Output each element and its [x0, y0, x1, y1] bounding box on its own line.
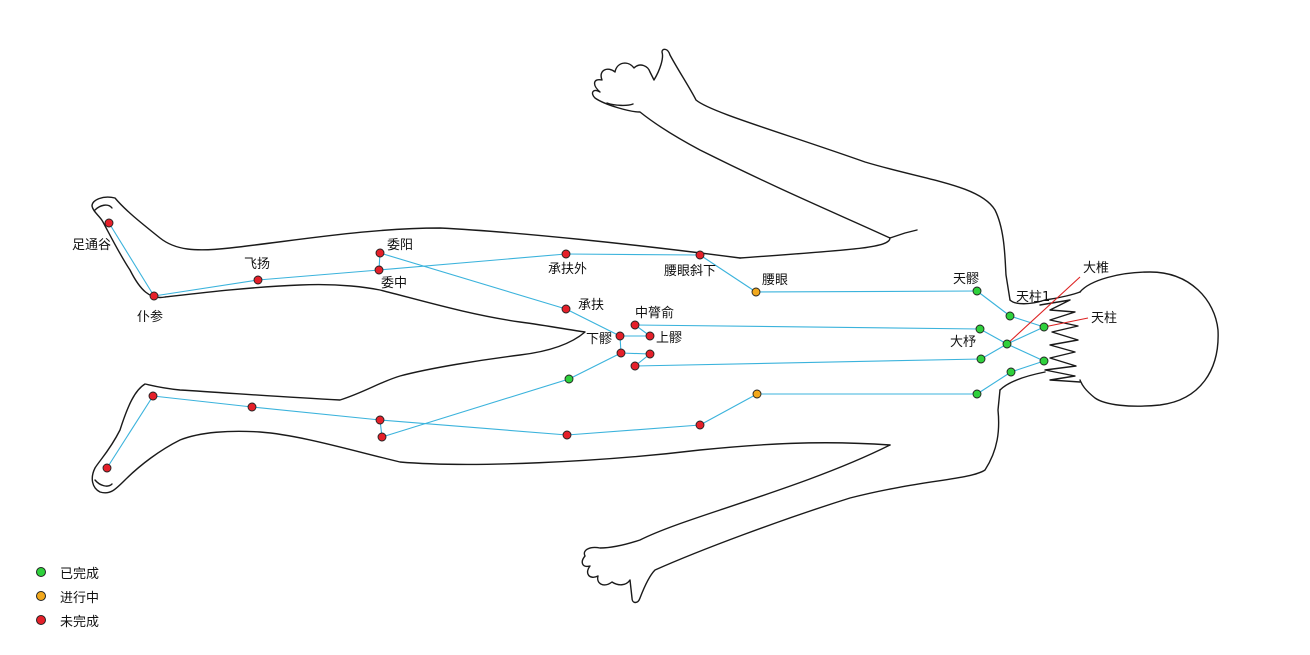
acupoint-marker-r-foot-heel[interactable]	[148, 391, 158, 401]
acupoint-label-chengfu: 承扶	[578, 298, 604, 313]
acupoint-marker-tianzhu1[interactable]	[1005, 311, 1015, 321]
acupoint-label-weizhong: 委中	[381, 276, 407, 291]
acupoint-label-zutonggu: 足通谷	[72, 238, 111, 253]
meridian-segment	[568, 352, 622, 380]
meridian-segment	[379, 252, 567, 310]
acupoint-marker-dazhu[interactable]	[975, 324, 985, 334]
legend-item-done: 已完成	[36, 560, 99, 584]
acupoint-label-yaoyanxiexia: 腰眼斜下	[664, 264, 716, 279]
acupoint-marker-r-back-b[interactable]	[972, 389, 982, 399]
body-outline	[91, 48, 1219, 604]
legend-dot-todo	[36, 615, 46, 625]
acupoint-label-yaoyan: 腰眼	[762, 273, 788, 288]
acupoint-marker-weizhong[interactable]	[374, 265, 384, 275]
acupoint-label-dazhu: 大杼	[950, 335, 976, 350]
acupoint-label-dazhui: 大椎	[1083, 261, 1109, 276]
acupoint-label-chengfuwai: 承扶外	[548, 262, 587, 277]
acupoint-label-tianzhu: 天柱	[1091, 311, 1117, 326]
meridian-segment	[379, 419, 568, 436]
legend-dot-done	[36, 567, 46, 577]
acupoint-marker-chengfu[interactable]	[561, 304, 571, 314]
legend-label-todo: 未完成	[60, 614, 100, 630]
acupoint-label-zhonglvshu: 中膂俞	[635, 305, 674, 321]
meridian-segment	[153, 279, 259, 297]
meridian-segment	[699, 254, 757, 293]
acupoint-label-feiyang: 飞扬	[244, 257, 270, 272]
acupoint-marker-tianzhu[interactable]	[1039, 322, 1049, 332]
acupoint-marker-tianliao[interactable]	[972, 286, 982, 296]
meridian-segment	[565, 308, 621, 337]
acupoint-label-xialiao: 下髎	[586, 332, 612, 347]
acupoint-marker-pucan[interactable]	[149, 291, 159, 301]
acupoint-label-pucan: 仆参	[137, 309, 163, 325]
acupoint-marker-r-thigh-b[interactable]	[695, 420, 705, 430]
meridian-segment	[699, 393, 758, 426]
meridian-segment	[1006, 326, 1045, 345]
acupoint-marker-r-thigh-a[interactable]	[562, 430, 572, 440]
meridian-segment	[251, 406, 381, 421]
legend: 已完成 进行中 未完成	[36, 560, 99, 632]
acupoint-marker-weiyang[interactable]	[375, 248, 385, 258]
meridian-segment	[634, 358, 982, 367]
acupoint-markers	[102, 218, 1049, 473]
legend-label-in-progress: 进行中	[60, 590, 100, 606]
meridian-segment	[634, 324, 981, 330]
legend-item-in-progress: 进行中	[36, 584, 99, 608]
acupoint-marker-zhonglvshu[interactable]	[630, 320, 640, 330]
meridian-segment	[108, 222, 155, 297]
meridian-segment	[620, 352, 651, 355]
meridian-segment	[565, 253, 701, 256]
meridian-segment	[1010, 360, 1045, 373]
leader-line-dazhui	[1006, 276, 1081, 345]
acupoint-label-tianliao: 天髎	[953, 272, 979, 287]
acupoint-marker-xialiao[interactable]	[615, 331, 625, 341]
acupoint-label-tianzhu1: 天柱1	[1016, 290, 1050, 305]
legend-dot-in-progress	[36, 591, 46, 601]
legend-label-done: 已完成	[60, 566, 100, 582]
meridian-segment	[381, 378, 570, 438]
acupoint-marker-r-neck[interactable]	[1039, 356, 1049, 366]
legend-item-todo: 未完成	[36, 608, 99, 632]
meridian-segment	[755, 290, 978, 293]
acupoint-marker-yaoyanxiexia[interactable]	[695, 250, 705, 260]
acupoint-marker-r-upper[interactable]	[564, 374, 574, 384]
acupoint-marker-r-hip[interactable]	[752, 389, 762, 399]
acupoint-marker-feiyang[interactable]	[253, 275, 263, 285]
meridian-segment	[152, 395, 253, 408]
meridian-segment	[1009, 315, 1045, 328]
acupoint-marker-sacral-a[interactable]	[616, 348, 626, 358]
leader-lines	[1006, 276, 1089, 345]
acupoint-marker-chengfuwai[interactable]	[561, 249, 571, 259]
acupoint-label-weiyang: 委阳	[387, 238, 413, 253]
acupoint-marker-dazhui[interactable]	[1002, 339, 1012, 349]
meridian-segment	[566, 424, 701, 436]
acupoint-marker-r-back-c[interactable]	[1006, 367, 1016, 377]
meridian-segment	[980, 343, 1008, 360]
meridian-segment	[106, 395, 154, 469]
acupoint-marker-zutonggu[interactable]	[104, 218, 114, 228]
acupoint-marker-shangliao[interactable]	[645, 331, 655, 341]
acupoint-marker-sacral-c[interactable]	[630, 361, 640, 371]
meridian-segment	[257, 269, 380, 281]
meridian-segment	[378, 253, 567, 271]
meridian-lines	[106, 222, 1045, 469]
acupoint-marker-r-back-a[interactable]	[976, 354, 986, 364]
meridian-segment	[976, 290, 1011, 317]
meridian-segment	[1006, 343, 1045, 362]
acupoint-marker-r-foot-toe[interactable]	[102, 463, 112, 473]
meridian-segment	[979, 328, 1008, 345]
acupoint-marker-r-knee-a[interactable]	[375, 415, 385, 425]
acupoint-marker-sacral-b[interactable]	[645, 349, 655, 359]
acupoint-marker-yaoyan[interactable]	[751, 287, 761, 297]
acupoint-marker-r-calf[interactable]	[247, 402, 257, 412]
acupoint-marker-r-knee-b[interactable]	[377, 432, 387, 442]
acupoint-label-shangliao: 上髎	[656, 331, 682, 346]
meridian-segment	[976, 371, 1012, 395]
leader-line-tianzhu	[1043, 317, 1089, 328]
